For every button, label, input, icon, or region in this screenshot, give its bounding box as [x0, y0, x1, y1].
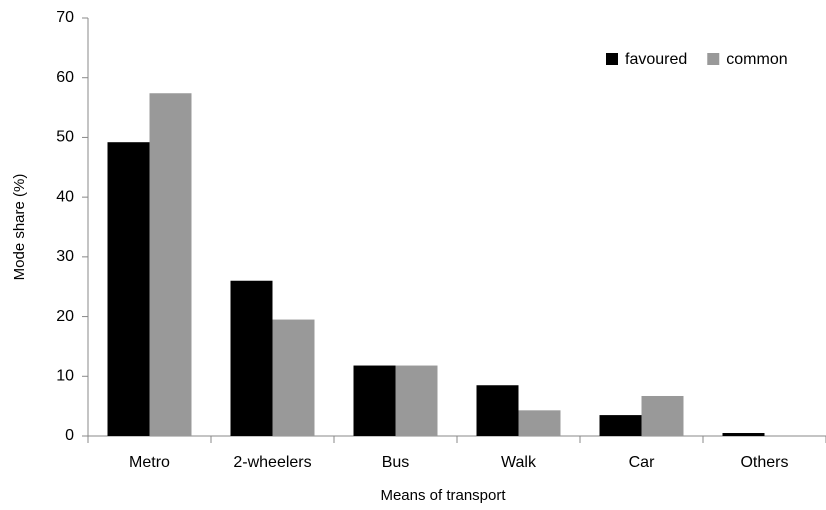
x-tick-label: Bus — [382, 454, 410, 471]
legend-swatch — [606, 53, 618, 65]
bar — [230, 280, 273, 436]
bar — [353, 365, 396, 436]
bar — [599, 415, 642, 436]
y-axis-label: Mode share (%) — [11, 174, 28, 281]
x-tick-label: 2-wheelers — [233, 454, 311, 471]
bar — [149, 93, 192, 437]
bar — [395, 365, 438, 436]
x-tick-label: Walk — [501, 454, 537, 471]
y-tick-label: 30 — [56, 248, 74, 265]
y-tick-label: 70 — [56, 9, 74, 26]
y-tick-label: 40 — [56, 188, 74, 205]
x-tick-label: Others — [740, 454, 788, 471]
bar — [641, 395, 684, 436]
bar — [476, 385, 519, 436]
bar — [722, 433, 765, 436]
y-tick-label: 50 — [56, 129, 74, 146]
legend-swatch — [707, 53, 720, 65]
legend-label: common — [726, 51, 787, 68]
y-tick-label: 0 — [65, 427, 74, 444]
x-axis-label: Means of transport — [380, 487, 506, 504]
x-tick-label: Car — [629, 454, 655, 471]
y-tick-label: 60 — [56, 69, 74, 86]
bar — [518, 410, 561, 436]
x-tick-label: Metro — [129, 454, 170, 471]
legend-label: favoured — [625, 51, 687, 68]
bar — [272, 319, 315, 436]
y-tick-label: 10 — [56, 368, 74, 385]
y-tick-label: 20 — [56, 308, 74, 325]
bar — [107, 142, 150, 436]
